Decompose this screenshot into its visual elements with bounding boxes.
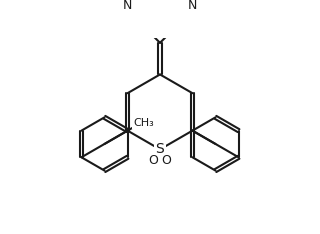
Text: S: S [156,142,164,156]
Text: N: N [123,0,132,12]
Text: O: O [162,154,172,167]
Text: CH₃: CH₃ [133,118,154,128]
Text: N: N [188,0,197,12]
Text: O: O [148,154,158,167]
